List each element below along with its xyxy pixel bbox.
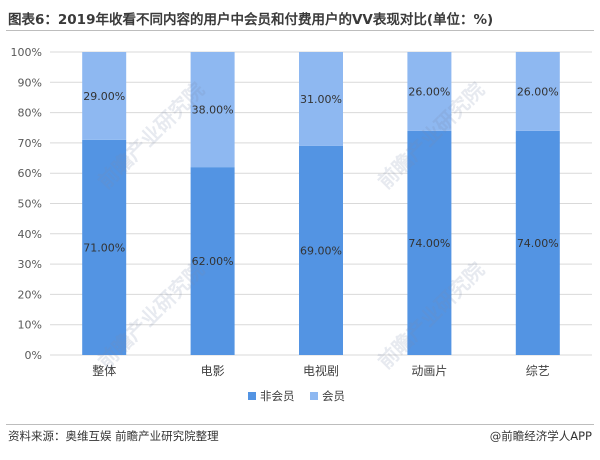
data-label: 69.00% [300, 244, 342, 257]
y-tick-label: 30% [18, 258, 42, 271]
bar-segment[interactable] [299, 145, 343, 355]
x-tick-label: 综艺 [526, 364, 550, 378]
data-label: 62.00% [192, 255, 234, 268]
data-label: 74.00% [517, 237, 559, 250]
x-tick-label: 整体 [92, 363, 116, 378]
x-tick-label: 动画片 [411, 364, 447, 378]
legend-label: 非会员 [260, 389, 295, 403]
y-tick-label: 0% [25, 349, 42, 362]
bar-segment[interactable] [190, 167, 235, 355]
x-tick-label: 电视剧 [303, 363, 339, 378]
bar-segment[interactable] [515, 52, 560, 131]
bar-segment[interactable] [407, 130, 452, 355]
x-tick-label: 电影 [201, 364, 225, 378]
y-tick-label: 60% [18, 167, 42, 180]
chart-title: 图表6：2019年收看不同内容的用户中会员和付费用户的VV表现对比(单位：%) [8, 12, 494, 28]
source-note: 资料来源：奥维互娱 前瞻产业研究院整理 [8, 429, 219, 443]
data-label: 31.00% [300, 93, 342, 106]
bar-segment[interactable] [82, 139, 127, 355]
bar-segment[interactable] [82, 52, 127, 140]
y-tick-label: 20% [18, 288, 42, 301]
y-tick-label: 10% [18, 319, 42, 332]
data-label: 38.00% [192, 104, 234, 117]
data-label: 26.00% [517, 85, 559, 98]
y-tick-label: 70% [18, 137, 42, 150]
bar-segment[interactable] [515, 130, 560, 355]
y-tick-label: 90% [18, 76, 42, 89]
bar-segment[interactable] [190, 52, 235, 168]
y-tick-label: 50% [18, 198, 42, 211]
title-divider [6, 30, 594, 31]
data-label: 74.00% [408, 237, 450, 250]
bar-segment[interactable] [299, 52, 343, 146]
legend-swatch [248, 392, 256, 400]
y-tick-label: 100% [11, 46, 42, 59]
y-tick-label: 80% [18, 107, 42, 120]
data-label: 29.00% [83, 90, 125, 103]
footer-divider [6, 424, 594, 425]
legend-label: 会员 [322, 389, 345, 403]
data-label: 71.00% [83, 241, 125, 254]
data-label: 26.00% [408, 85, 450, 98]
credit-note: @前瞻经济学人APP [489, 429, 592, 443]
legend-swatch [310, 392, 318, 400]
bar-segment[interactable] [407, 52, 452, 131]
y-tick-label: 40% [18, 228, 42, 241]
